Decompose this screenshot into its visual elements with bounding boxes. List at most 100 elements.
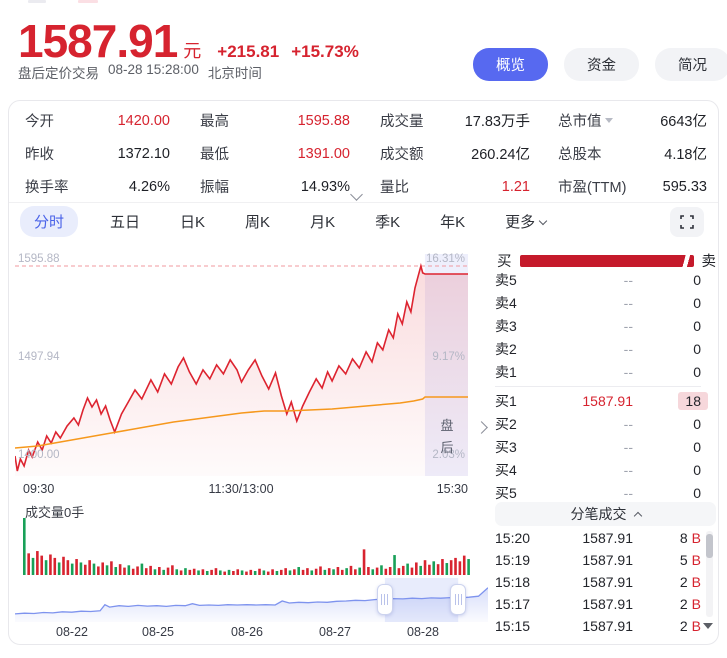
level-label: 卖2: [495, 340, 517, 357]
trade-time: 15:17: [495, 596, 531, 612]
order-book-row-买1[interactable]: 买1 1587.91 18: [495, 389, 708, 412]
stat-row: 振幅 14.93%: [200, 170, 350, 203]
level-label: 卖3: [495, 317, 517, 334]
level-label: 卖1: [495, 363, 517, 380]
order-book-row-卖5[interactable]: 卖5 -- 0: [495, 268, 701, 291]
scroll-down-arrow-icon[interactable]: [703, 623, 713, 629]
tick-trades-header[interactable]: 分笔成交: [495, 502, 716, 526]
stat-label: 总股本: [558, 147, 602, 163]
scrollbar-thumb[interactable]: [706, 534, 713, 558]
svg-text:后: 后: [440, 440, 453, 455]
dropdown-caret-icon[interactable]: [604, 118, 613, 123]
order-book-row-卖2[interactable]: 卖2 -- 0: [495, 337, 701, 360]
trade-price: 1587.91: [582, 618, 633, 634]
stat-row: 成交量 17.83万手: [380, 104, 530, 137]
level-quantity: 0: [693, 271, 701, 288]
svg-text:1595.88: 1595.88: [18, 253, 60, 265]
navigator-date-08-25: 08-25: [142, 625, 174, 639]
stats-column: 今开 1420.00 昨收 1372.10 换手率 4.26%: [25, 104, 170, 203]
stat-row: 今开 1420.00: [25, 104, 170, 137]
stat-label[interactable]: 总市值: [558, 110, 613, 131]
tab-more[interactable]: 更多: [497, 206, 554, 237]
navigator-date-08-28: 08-28: [407, 625, 439, 639]
svg-text:1400.00: 1400.00: [18, 449, 60, 461]
view-button-概览[interactable]: 概览: [473, 48, 548, 81]
stats-expand-button[interactable]: [350, 186, 374, 201]
stat-row: 成交额 260.24亿: [380, 137, 530, 170]
level-label: 买2: [495, 415, 517, 432]
order-book-row-买4[interactable]: 买4 -- 0: [495, 458, 701, 481]
top-edge-artifact: [78, 0, 98, 3]
trade-side: B: [691, 618, 701, 634]
quote-card: [8, 100, 719, 645]
tab-五日[interactable]: 五日: [110, 213, 141, 231]
svg-text:2.03%: 2.03%: [432, 449, 465, 461]
trade-side: B: [691, 596, 701, 612]
brush-handle-right[interactable]: [450, 584, 467, 615]
svg-text:11:30/13:00: 11:30/13:00: [208, 482, 273, 496]
trade-price: 1587.91: [582, 552, 633, 568]
stat-value: 1391.00: [297, 145, 350, 162]
level-quantity: 0: [693, 363, 701, 380]
sell-label: 卖: [701, 254, 717, 270]
stat-value: 595.33: [662, 178, 707, 195]
price-change: +215.81: [217, 42, 280, 61]
quote-datetime: 08-28 15:28:00: [108, 62, 199, 77]
trade-side: B: [691, 574, 701, 590]
tab-年K[interactable]: 年K: [440, 213, 466, 231]
fullscreen-icon: [680, 215, 694, 229]
tab-周K[interactable]: 周K: [245, 213, 271, 231]
order-book-row-买5[interactable]: 买5 -- 0: [495, 481, 701, 504]
order-book-row-卖4[interactable]: 卖4 -- 0: [495, 291, 701, 314]
stat-label: 最低: [200, 147, 229, 163]
order-book-row-买3[interactable]: 买3 -- 0: [495, 435, 701, 458]
level-price: --: [623, 415, 633, 432]
stat-value: 17.83万手: [464, 114, 530, 130]
history-navigator-chart[interactable]: [15, 578, 488, 622]
divider: [9, 202, 718, 203]
trade-row: 15:17 1587.91 2 B: [495, 593, 701, 615]
stats-column: 最高 1595.88 最低 1391.00 振幅 14.93%: [200, 104, 350, 203]
trade-time: 15:20: [495, 530, 531, 546]
price-header: 1587.91 元 +215.81 +15.73%: [18, 14, 359, 68]
trade-list-scrollbar[interactable]: [706, 531, 713, 617]
tab-季K[interactable]: 季K: [375, 213, 401, 231]
level-label: 买1: [495, 392, 517, 409]
grip-icon: [454, 594, 462, 605]
stat-row: 总市值 6643亿: [558, 104, 707, 137]
order-book-row-买2[interactable]: 买2 -- 0: [495, 412, 701, 435]
stat-label: 昨收: [25, 147, 54, 163]
fullscreen-button[interactable]: [670, 207, 704, 237]
svg-text:1497.94: 1497.94: [18, 351, 60, 363]
stat-label: 今开: [25, 114, 54, 130]
svg-text:盘: 盘: [440, 418, 453, 433]
order-book-row-卖1[interactable]: 卖1 -- 0: [495, 360, 701, 383]
stat-row: 最低 1391.00: [200, 137, 350, 170]
tab-分时[interactable]: 分时: [20, 205, 79, 237]
expand-order-book-button[interactable]: [475, 419, 488, 437]
top-edge-artifact: [28, 0, 46, 3]
order-book-header: 买 卖: [497, 250, 716, 271]
intraday-chart[interactable]: 1595.88 16.31% 1497.94 9.17% 1400.00 2.03% 盘后 0…: [15, 248, 470, 498]
level-price: 1587.91: [582, 392, 633, 409]
stats-column: 总市值 6643亿 总股本 4.18亿 市盈(TTM) 595.33: [558, 104, 707, 203]
view-button-简况[interactable]: 简况: [655, 48, 727, 81]
tab-月K[interactable]: 月K: [310, 213, 336, 231]
tab-日K[interactable]: 日K: [180, 213, 206, 231]
session-info: 盘后定价交易 08-28 15:28:00 北京时间: [18, 62, 262, 82]
stat-value: 4.18亿: [664, 147, 707, 163]
stat-row: 最高 1595.88: [200, 104, 350, 137]
level-quantity: 0: [693, 294, 701, 311]
level-price: --: [623, 484, 633, 501]
volume-chart[interactable]: [15, 516, 470, 576]
level-price: --: [623, 461, 633, 478]
view-button-资金[interactable]: 资金: [564, 48, 639, 81]
brush-handle-left[interactable]: [376, 584, 393, 615]
level-label: 买5: [495, 484, 517, 501]
chevron-up-icon: [633, 511, 642, 520]
svg-text:09:30: 09:30: [23, 482, 54, 496]
order-book-row-卖3[interactable]: 卖3 -- 0: [495, 314, 701, 337]
